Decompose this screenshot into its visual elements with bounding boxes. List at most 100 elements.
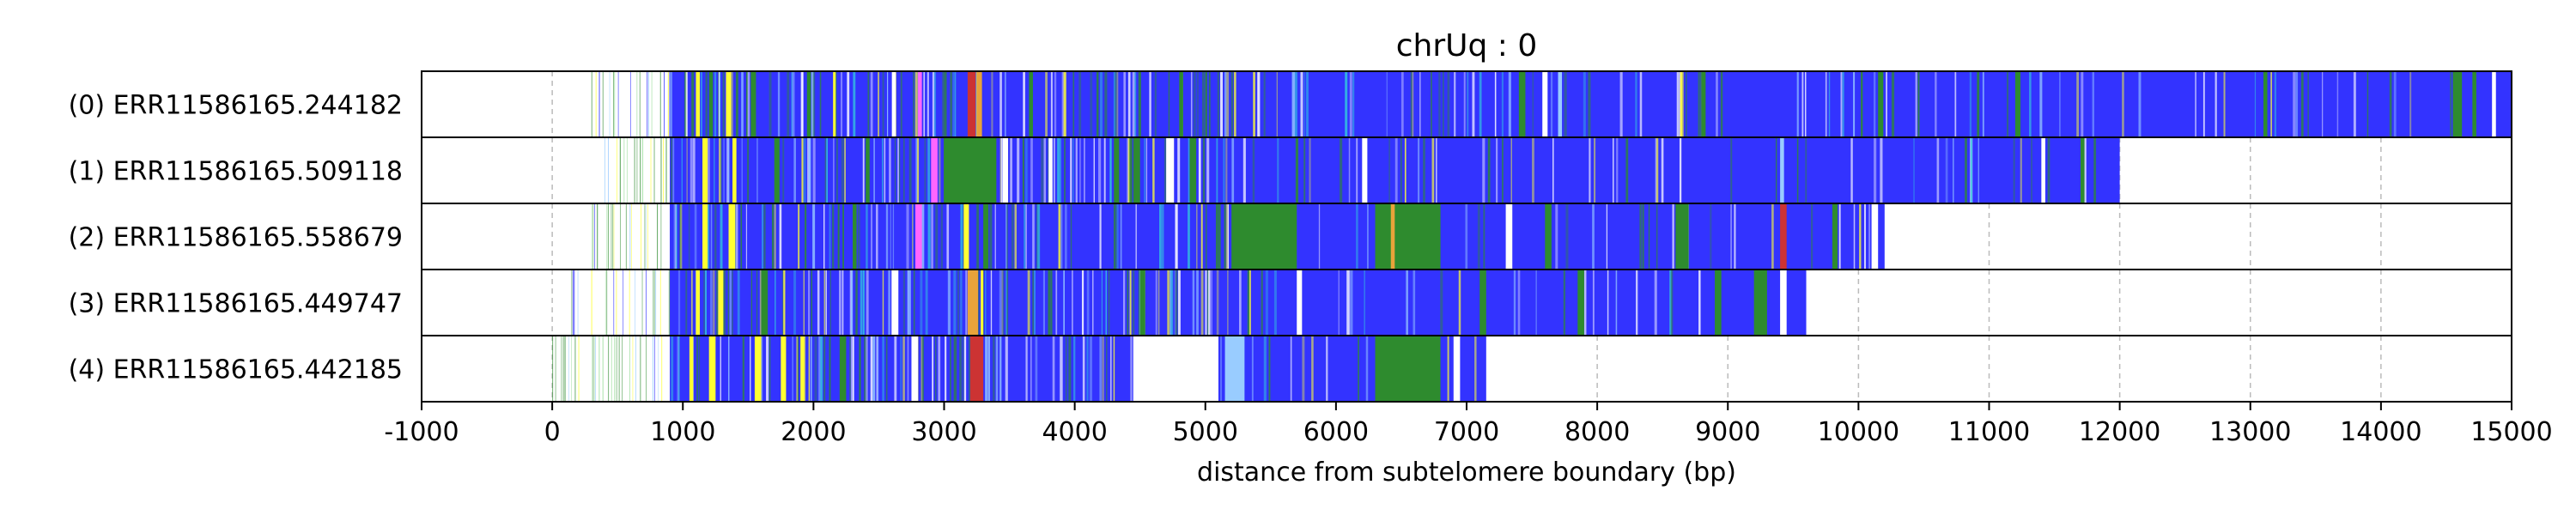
read-motif-segment <box>976 71 982 137</box>
read-texture-mark <box>960 203 963 270</box>
x-tick-label: 6000 <box>1303 417 1369 447</box>
read-texture-mark <box>677 336 680 402</box>
x-tick-label: -1000 <box>384 417 459 447</box>
read-texture-mark <box>727 270 730 336</box>
read-texture-mark <box>2270 71 2272 137</box>
read-texture-mark <box>1348 137 1351 203</box>
read-texture-mark <box>1454 71 1456 137</box>
read-texture-mark <box>829 270 832 336</box>
read-texture-mark <box>1060 203 1063 270</box>
read-texture-mark <box>1796 71 1799 137</box>
read-texture-mark <box>1716 71 1718 137</box>
read-texture-mark <box>1168 71 1170 137</box>
read-texture-mark <box>885 336 888 402</box>
read-texture-mark <box>1564 71 1567 137</box>
read-motif-segment <box>839 336 847 402</box>
read-motif-segment <box>967 71 976 137</box>
read-texture-mark <box>985 270 987 336</box>
read-texture-mark <box>1672 203 1674 270</box>
read-texture-mark <box>719 137 721 203</box>
x-tick-label: 7000 <box>1434 417 1499 447</box>
sparse-mark <box>592 203 594 270</box>
read-motif-segment <box>944 137 997 203</box>
read-texture-mark <box>1730 203 1732 270</box>
read-texture-mark <box>677 270 681 336</box>
read-texture-mark <box>1127 137 1130 203</box>
read-texture-mark <box>985 336 988 402</box>
read-texture-mark <box>2215 71 2217 137</box>
read-texture-mark <box>670 71 672 137</box>
read-texture-mark <box>2223 71 2226 137</box>
read-texture-mark <box>1004 71 1006 137</box>
read-texture-mark <box>1734 203 1736 270</box>
read-texture-mark <box>1030 336 1032 402</box>
read-motif-segment <box>1048 137 1053 203</box>
read-texture-mark <box>1223 137 1225 203</box>
read-texture-mark <box>756 137 758 203</box>
read-texture-mark <box>1859 203 1862 270</box>
read-texture-mark <box>1513 270 1516 336</box>
read-texture-mark <box>817 270 820 336</box>
read-texture-mark <box>705 270 707 336</box>
read-texture-mark <box>1048 270 1051 336</box>
read-texture-mark <box>1177 137 1181 203</box>
tracks-layer <box>552 71 2512 402</box>
read-texture-mark <box>1162 203 1164 270</box>
sparse-mark <box>629 203 631 270</box>
track-label: (2) ERR11586165.558679 <box>69 223 403 253</box>
sparse-mark <box>592 336 594 402</box>
read-texture-mark <box>2450 71 2452 137</box>
read-motif-segment <box>702 137 708 203</box>
read-texture-mark <box>1034 270 1036 336</box>
read-texture-mark <box>1583 270 1587 336</box>
read-texture-mark <box>2300 71 2304 137</box>
read-texture-mark <box>878 71 879 137</box>
read-texture-mark <box>1155 270 1157 336</box>
read-motif-segment <box>891 71 896 137</box>
read-texture-mark <box>1225 203 1229 270</box>
sparse-mark <box>669 71 671 137</box>
read-texture-mark <box>940 203 943 270</box>
read-texture-mark <box>885 203 889 270</box>
read-texture-mark <box>2122 71 2124 137</box>
read-texture-mark <box>774 203 776 270</box>
read-texture-mark <box>1000 137 1003 203</box>
read-texture-mark <box>927 203 931 270</box>
read-texture-mark <box>935 203 939 270</box>
read-texture-mark <box>1005 336 1008 402</box>
read-texture-mark <box>1639 203 1642 270</box>
read-texture-mark <box>2138 71 2142 137</box>
read-texture-mark <box>927 137 931 203</box>
read-texture-mark <box>1263 336 1267 402</box>
read-texture-mark <box>1661 137 1664 203</box>
read-texture-mark <box>1840 71 1843 137</box>
read-texture-mark <box>675 203 677 270</box>
read-texture-mark <box>1535 270 1537 336</box>
read-texture-mark <box>1127 71 1131 137</box>
read-texture-mark <box>737 270 740 336</box>
read-texture-mark <box>1771 203 1774 270</box>
read-texture-mark <box>1116 203 1119 270</box>
read-motif-segment <box>1179 71 1183 137</box>
read-texture-mark <box>897 137 899 203</box>
read-texture-mark <box>1438 71 1441 137</box>
read-motif-segment <box>1224 336 1245 402</box>
track-2 <box>591 203 1885 270</box>
read-texture-mark <box>902 270 906 336</box>
read-texture-mark <box>1412 71 1414 137</box>
read-texture-mark <box>1132 270 1135 336</box>
read-texture-mark <box>890 203 891 270</box>
read-motif-segment <box>728 203 736 270</box>
read-texture-mark <box>1060 336 1063 402</box>
sparse-mark <box>664 71 665 137</box>
read-texture-mark <box>1006 270 1009 336</box>
read-texture-mark <box>900 71 902 137</box>
read-texture-mark <box>671 336 674 402</box>
read-motif-segment <box>1753 270 1767 336</box>
read-texture-mark <box>2092 71 2094 137</box>
read-texture-mark <box>1084 137 1085 203</box>
read-texture-mark <box>1302 336 1305 402</box>
read-texture-mark <box>1130 137 1133 203</box>
read-texture-mark <box>925 270 928 336</box>
